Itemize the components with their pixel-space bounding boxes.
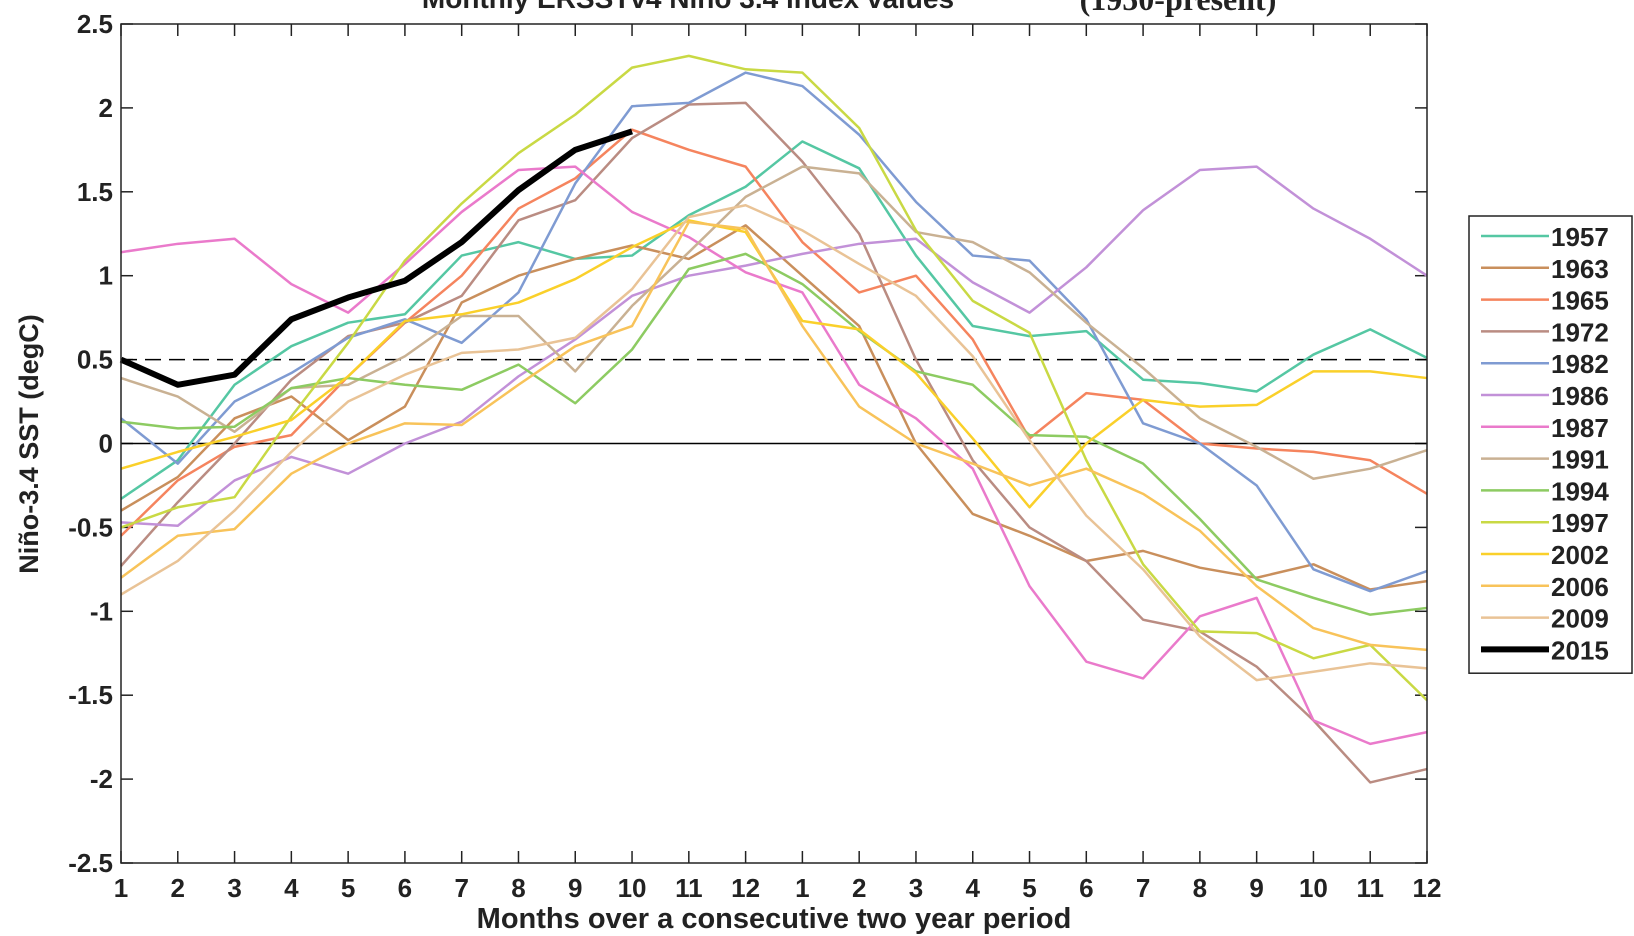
- x-tick-label: 4: [284, 873, 299, 903]
- y-tick-label: 1: [99, 261, 113, 291]
- series-line: [120, 165, 1428, 527]
- x-tick-label: 5: [1022, 873, 1036, 903]
- x-tick-label: 3: [227, 873, 241, 903]
- series-line: [120, 71, 1428, 593]
- x-tick-label: 8: [511, 873, 525, 903]
- legend-label: 2015: [1551, 635, 1609, 665]
- series-line: [120, 128, 1428, 537]
- x-tick-label: 7: [1136, 873, 1150, 903]
- legend-label: 1965: [1551, 286, 1609, 316]
- series-line: [120, 140, 1428, 500]
- x-tick-label: 2: [171, 873, 185, 903]
- series-line: [120, 220, 1428, 652]
- x-tick-label: 8: [1193, 873, 1207, 903]
- y-tick-label: -1: [90, 596, 113, 626]
- y-axis-label: Niño-3.4 SST (degC): [14, 314, 44, 574]
- y-tick-label: 2: [99, 93, 113, 123]
- legend-label: 1994: [1551, 476, 1609, 506]
- series-line: [120, 165, 1428, 746]
- x-tick-label: 5: [341, 873, 355, 903]
- x-tick-label: 10: [618, 873, 647, 903]
- x-tick-label: 9: [568, 873, 582, 903]
- x-tick-label: 1: [114, 873, 128, 903]
- y-tick-label: -2: [90, 764, 113, 794]
- legend-label: 2006: [1551, 572, 1609, 602]
- legend-label: 2009: [1551, 604, 1609, 634]
- x-tick-label: 2: [852, 873, 866, 903]
- x-tick-label: 6: [1079, 873, 1093, 903]
- legend-label: 2002: [1551, 540, 1609, 570]
- y-tick-label: 1.5: [77, 177, 113, 207]
- x-tick-label: 10: [1299, 873, 1328, 903]
- y-tick-label: -1.5: [68, 680, 113, 710]
- x-tick-label: 7: [454, 873, 468, 903]
- y-tick-label: 0.5: [77, 345, 113, 375]
- x-tick-label: 3: [909, 873, 923, 903]
- legend-label: 1963: [1551, 254, 1609, 284]
- x-tick-label: 6: [398, 873, 412, 903]
- chart-subtitle: (1950-present): [1080, 0, 1277, 17]
- y-tick-label: 0: [99, 429, 113, 459]
- series-line: [120, 165, 1428, 480]
- legend-label: 1997: [1551, 508, 1609, 538]
- x-axis-label: Months over a consecutive two year perio…: [477, 903, 1072, 935]
- x-tick-label: 4: [966, 873, 981, 903]
- series-line: [119, 128, 633, 388]
- legend-label: 1986: [1551, 381, 1609, 411]
- x-tick-label: 12: [1413, 873, 1442, 903]
- legend-label: 1972: [1551, 317, 1609, 347]
- x-tick-label: 11: [1356, 873, 1384, 903]
- series-line: [120, 252, 1428, 616]
- series-line: [120, 203, 1428, 682]
- legend-label: 1957: [1551, 222, 1609, 252]
- chart-title: Monthly ERSSTv4 Niño 3.4 index values: [422, 0, 954, 14]
- x-tick-label: 9: [1249, 873, 1263, 903]
- x-tick-label: 12: [731, 873, 760, 903]
- y-tick-label: -2.5: [68, 848, 113, 878]
- x-tick-label: 11: [675, 873, 703, 903]
- y-tick-label: 2.5: [77, 9, 113, 39]
- legend-label: 1991: [1551, 445, 1609, 475]
- series-line: [120, 54, 1428, 702]
- x-tick-label: 1: [795, 873, 809, 903]
- legend-label: 1982: [1551, 349, 1609, 379]
- legend-box: [1468, 215, 1633, 674]
- y-tick-label: -0.5: [68, 512, 113, 542]
- plot-frame: [120, 23, 1428, 864]
- legend-label: 1987: [1551, 413, 1609, 443]
- series-line: [120, 224, 1428, 591]
